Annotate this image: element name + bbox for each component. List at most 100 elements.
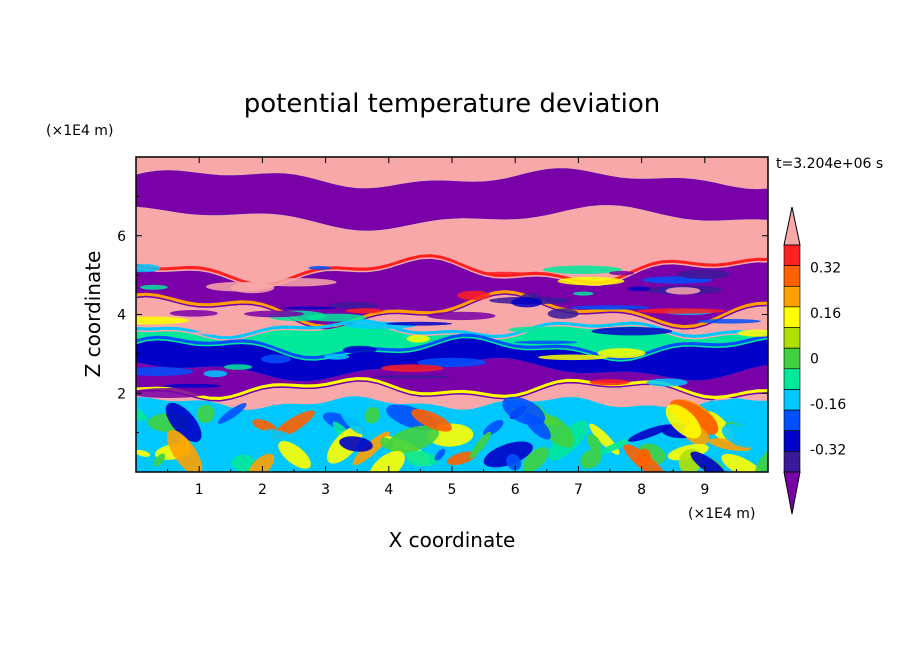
x-tick-label: 2 [258,482,267,498]
shear-streak [261,354,291,364]
eddy-blob [278,441,311,469]
band-0 [136,157,768,190]
shear-streak [677,269,730,280]
shear-streak [542,265,623,274]
shear-streak [547,308,579,319]
eddy-blob [153,453,166,467]
shear-streak [570,305,651,310]
colorbar-label: 0.32 [810,261,841,277]
colorbar-extend-top [783,206,801,246]
x-axis-label: X coordinate [389,528,516,552]
colorbar-extend-bottom [783,471,801,515]
y-unit-label: (×1E4 m) [46,123,113,139]
time-label: t=3.204e+06 s [776,156,883,172]
eddy-blob [446,451,476,466]
y-axis-ticks: 2 4 6 [117,195,768,434]
chart-title: potential temperature deviation [244,89,660,119]
x-tick-label: 4 [384,482,393,498]
eddy-blob [522,446,549,472]
shear-streak [140,284,168,290]
colorbar-label: -0.32 [810,442,846,458]
shear-streak [136,264,161,273]
shear-streak [637,308,726,314]
shear-streak [457,290,491,301]
shear-streak [324,353,350,360]
eddy-blob [586,433,602,453]
eddy-blob [483,419,504,436]
y-tick-label: 4 [117,308,126,324]
shear-streak [511,297,543,308]
eddy-blob [252,419,276,432]
x-tick-label: 6 [511,482,520,498]
shear-streak [417,357,487,367]
shear-streak [203,370,228,378]
shear-streak [573,291,594,296]
eddy-blob [248,453,275,472]
stripe-5 [136,319,768,340]
eddy-blob [411,408,453,432]
shear-streak [538,354,608,361]
eddy-blob [364,406,381,424]
eddy-blob [196,404,215,423]
shear-streak [189,331,246,335]
shear-streak [646,356,688,361]
eddy-blob [136,449,151,457]
eddy-blob [502,396,546,426]
eddy-blob [165,402,202,443]
colorbar-box [783,389,801,411]
shear-streak [164,383,221,388]
colorbar-label: 0.16 [810,306,841,322]
eddy-blob [721,423,758,448]
eddy-blob [231,454,256,472]
eddy-blob [263,429,316,453]
colorbar-box [783,285,801,308]
x-tick-label: 3 [321,482,330,498]
shear-streak [646,378,688,387]
shear-streak [342,345,377,354]
eddy-blob [593,437,636,457]
eddy-blob [369,450,405,472]
shear-streak [697,319,761,324]
eddy-blob [506,454,522,471]
shear-streak [737,329,768,337]
eddy-blob [386,425,440,454]
eddy-blob [136,406,148,421]
eddy-blob [665,404,702,439]
y-tick-label: 2 [117,386,126,402]
shear-streak [513,340,578,344]
eddy-blob [339,436,373,452]
shear-streak [406,335,430,343]
band-1 [136,168,768,231]
contour-field [136,157,768,472]
shear-streak [283,306,337,310]
shear-streak [328,302,378,309]
y-tick-label: 6 [117,229,126,245]
x-tick-label: 8 [637,482,646,498]
x-tick-label: 9 [700,482,709,498]
shear-streak [627,286,651,292]
y-axis-label: Z coordinate [81,251,105,378]
x-tick-label: 1 [195,482,204,498]
shear-streak [136,367,194,376]
shear-streak [636,336,671,341]
shear-streak [136,316,190,325]
shear-streak [305,313,366,322]
shear-streak [385,321,453,326]
shear-streak [372,375,451,379]
band-8 [136,381,768,410]
shear-streak [597,348,646,359]
x-axis-ticks: 1 2 3 4 5 6 7 8 9 [167,157,737,498]
colorbar-box [783,430,801,452]
shear-streak [169,310,218,317]
eddy-blob [218,402,247,424]
eddy-blob [627,424,671,442]
shear-streak [665,287,701,295]
eddy-blob [483,441,533,468]
colorbar-box [783,409,801,432]
shear-streak [230,282,275,294]
shear-streak [591,327,673,336]
stripe-8 [136,377,768,400]
colorbar-label: -0.16 [810,397,846,413]
stripe-6 [136,333,768,361]
colorbar-label: 0 [810,352,819,368]
